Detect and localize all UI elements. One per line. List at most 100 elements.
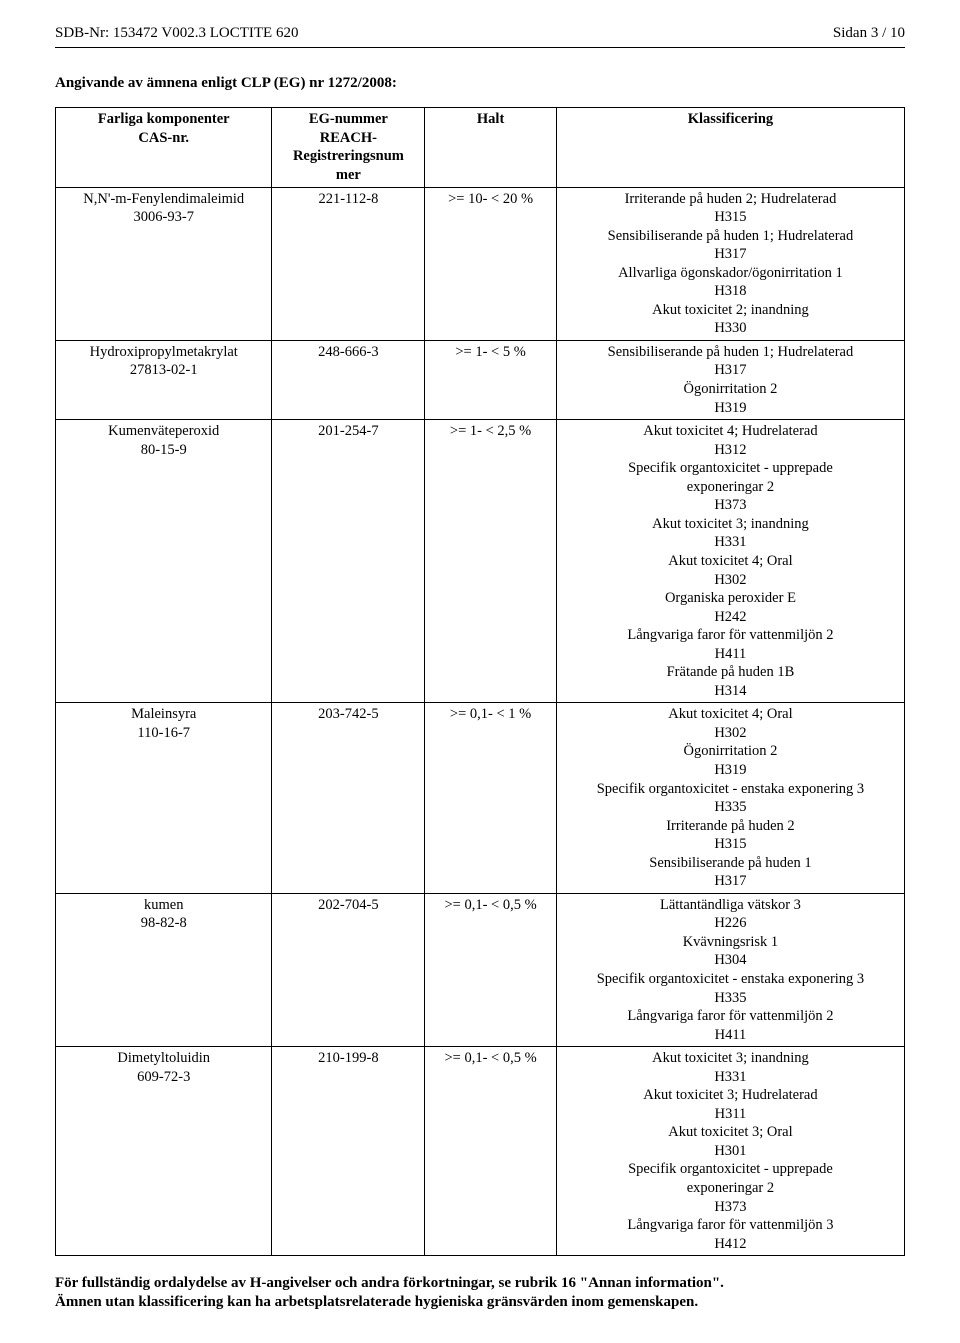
- footer-line: Ämnen utan klassificering kan ha arbetsp…: [55, 1293, 905, 1312]
- cell-classification: Akut toxicitet 3; inandningH331Akut toxi…: [556, 1047, 904, 1256]
- table-row: Dimetyltoluidin609-72-3 210-199-8>= 0,1- …: [56, 1047, 905, 1256]
- th-klass: Klassificering: [556, 108, 904, 187]
- component-name: Hydroxipropylmetakrylat: [60, 343, 267, 362]
- classification-line: H373: [561, 1198, 900, 1217]
- header-divider: [55, 47, 905, 48]
- classification-line: Akut toxicitet 4; Oral: [561, 705, 900, 724]
- component-name: Kumenväteperoxid: [60, 422, 267, 441]
- classification-line: Lättantändliga vätskor 3: [561, 896, 900, 915]
- classification-line: Akut toxicitet 3; Oral: [561, 1123, 900, 1142]
- cell-eg-number: 210-199-8: [272, 1047, 425, 1256]
- cell-classification: Akut toxicitet 4; OralH302Ögonirritation…: [556, 703, 904, 893]
- cell-halt: >= 1- < 2,5 %: [425, 420, 557, 703]
- classification-line: H335: [561, 798, 900, 817]
- cell-halt: >= 0,1- < 0,5 %: [425, 1047, 557, 1256]
- cell-classification: Irriterande på huden 2; HudrelateradH315…: [556, 187, 904, 340]
- th-halt: Halt: [425, 108, 557, 187]
- classification-line: Irriterande på huden 2: [561, 817, 900, 836]
- component-name: Maleinsyra: [60, 705, 267, 724]
- classification-line: exponeringar 2: [561, 1179, 900, 1198]
- cell-classification: Akut toxicitet 4; HudrelateradH312Specif…: [556, 420, 904, 703]
- classification-line: Ögonirritation 2: [561, 742, 900, 761]
- classification-line: H318: [561, 282, 900, 301]
- classification-line: Akut toxicitet 3; inandning: [561, 1049, 900, 1068]
- th-label: Registreringsnum: [276, 147, 420, 166]
- table-row: kumen98-82-8202-704-5>= 0,1- < 0,5 %Lätt…: [56, 893, 905, 1046]
- table-row: Hydroxipropylmetakrylat27813-02-1248-666…: [56, 340, 905, 419]
- cell-classification: Lättantändliga vätskor 3H226Kvävningsris…: [556, 893, 904, 1046]
- page-header: SDB-Nr: 153472 V002.3 LOCTITE 620 Sidan …: [55, 24, 905, 43]
- cell-component: kumen98-82-8: [56, 893, 272, 1046]
- classification-line: Akut toxicitet 2; inandning: [561, 301, 900, 320]
- th-label: EG-nummer: [276, 110, 420, 129]
- cell-eg-number: 203-742-5: [272, 703, 425, 893]
- classification-line: Ögonirritation 2: [561, 380, 900, 399]
- cas-number: 80-15-9: [60, 441, 267, 460]
- cell-eg-number: 248-666-3: [272, 340, 425, 419]
- cell-classification: Sensibiliserande på huden 1; Hudrelatera…: [556, 340, 904, 419]
- classification-line: Specifik organtoxicitet - enstaka expone…: [561, 780, 900, 799]
- header-right: Sidan 3 / 10: [833, 24, 905, 43]
- table-row: Kumenväteperoxid80-15-9201-254-7>= 1- < …: [56, 420, 905, 703]
- classification-line: Sensibiliserande på huden 1; Hudrelatera…: [561, 227, 900, 246]
- cell-component: Kumenväteperoxid80-15-9: [56, 420, 272, 703]
- classification-line: H331: [561, 1068, 900, 1087]
- table-header-row: Farliga komponenter CAS-nr. EG-nummer RE…: [56, 108, 905, 187]
- classification-line: Sensibiliserande på huden 1; Hudrelatera…: [561, 343, 900, 362]
- classification-line: H331: [561, 533, 900, 552]
- classification-line: H304: [561, 951, 900, 970]
- classification-line: H312: [561, 441, 900, 460]
- component-name: N,N'-m-Fenylendimaleimid: [60, 190, 267, 209]
- th-label: CAS-nr.: [60, 129, 267, 148]
- classification-line: Akut toxicitet 3; inandning: [561, 515, 900, 534]
- classification-line: Specifik organtoxicitet - upprepade: [561, 1160, 900, 1179]
- classification-line: H317: [561, 872, 900, 891]
- cell-eg-number: 202-704-5: [272, 893, 425, 1046]
- cell-component: N,N'-m-Fenylendimaleimid3006-93-7: [56, 187, 272, 340]
- classification-line: H302: [561, 724, 900, 743]
- classification-line: H330: [561, 319, 900, 338]
- classification-line: Sensibiliserande på huden 1: [561, 854, 900, 873]
- classification-line: H317: [561, 245, 900, 264]
- cas-number: 98-82-8: [60, 914, 267, 933]
- classification-line: H411: [561, 645, 900, 664]
- footer-note: För fullständig ordalydelse av H-angivel…: [55, 1274, 905, 1312]
- classification-line: Akut toxicitet 4; Oral: [561, 552, 900, 571]
- components-table: Farliga komponenter CAS-nr. EG-nummer RE…: [55, 107, 905, 1256]
- cell-component: Maleinsyra110-16-7: [56, 703, 272, 893]
- classification-line: Specifik organtoxicitet - enstaka expone…: [561, 970, 900, 989]
- header-left: SDB-Nr: 153472 V002.3 LOCTITE 620: [55, 24, 298, 43]
- classification-line: Långvariga faror för vattenmiljön 2: [561, 1007, 900, 1026]
- classification-line: H301: [561, 1142, 900, 1161]
- classification-line: H412: [561, 1235, 900, 1254]
- component-name: kumen: [60, 896, 267, 915]
- classification-line: H335: [561, 989, 900, 1008]
- classification-line: Akut toxicitet 4; Hudrelaterad: [561, 422, 900, 441]
- table-row: Maleinsyra110-16-7203-742-5>= 0,1- < 1 %…: [56, 703, 905, 893]
- table-row: N,N'-m-Fenylendimaleimid3006-93-7221-112…: [56, 187, 905, 340]
- th-label: mer: [276, 166, 420, 185]
- th-components: Farliga komponenter CAS-nr.: [56, 108, 272, 187]
- classification-line: H311: [561, 1105, 900, 1124]
- cell-halt: >= 0,1- < 1 %: [425, 703, 557, 893]
- classification-line: Akut toxicitet 3; Hudrelaterad: [561, 1086, 900, 1105]
- cell-halt: >= 10- < 20 %: [425, 187, 557, 340]
- classification-line: exponeringar 2: [561, 478, 900, 497]
- cell-eg-number: 201-254-7: [272, 420, 425, 703]
- classification-line: H315: [561, 208, 900, 227]
- th-label: Farliga komponenter: [60, 110, 267, 129]
- classification-line: H314: [561, 682, 900, 701]
- classification-line: H411: [561, 1026, 900, 1045]
- th-label: REACH-: [276, 129, 420, 148]
- classification-line: H302: [561, 571, 900, 590]
- component-name: Dimetyltoluidin: [60, 1049, 267, 1068]
- cas-number: 110-16-7: [60, 724, 267, 743]
- classification-line: H226: [561, 914, 900, 933]
- classification-line: H242: [561, 608, 900, 627]
- classification-line: Frätande på huden 1B: [561, 663, 900, 682]
- classification-line: H373: [561, 496, 900, 515]
- section-title: Angivande av ämnena enligt CLP (EG) nr 1…: [55, 74, 905, 93]
- cell-component: Hydroxipropylmetakrylat27813-02-1: [56, 340, 272, 419]
- cas-number: 609-72-3: [60, 1068, 267, 1087]
- classification-line: H319: [561, 761, 900, 780]
